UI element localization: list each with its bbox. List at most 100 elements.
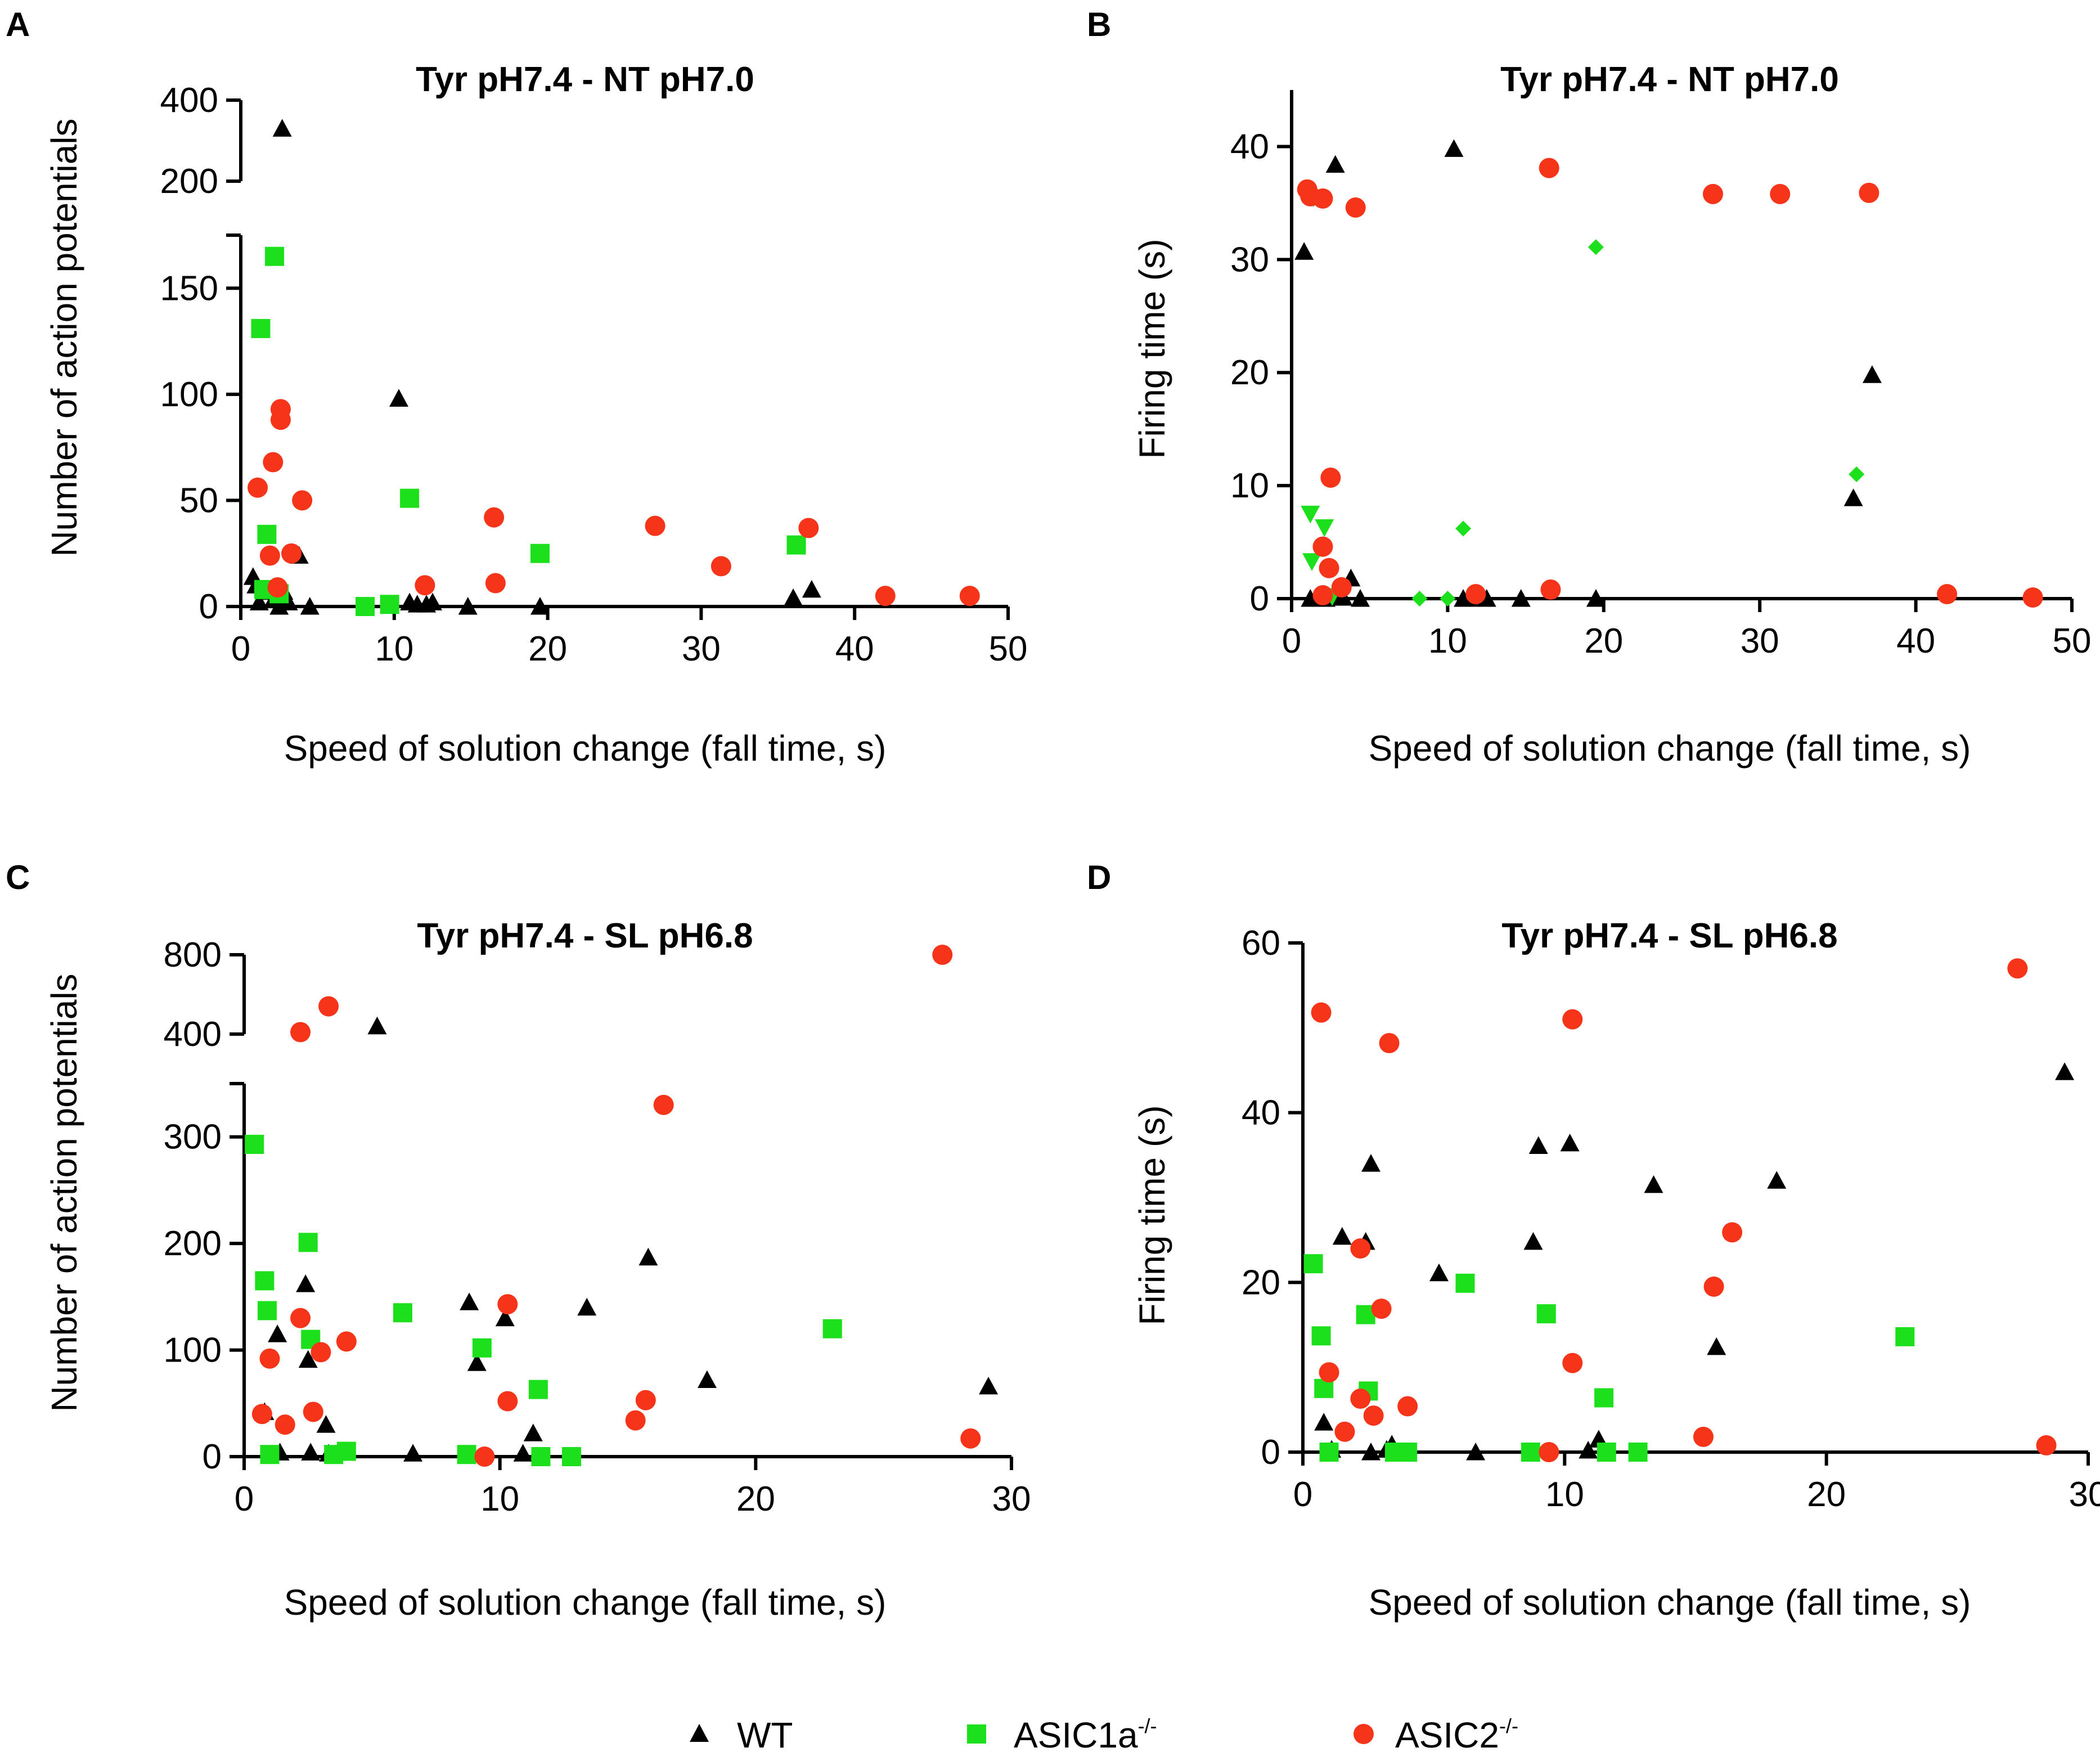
data-point-asic2 xyxy=(1345,197,1366,218)
legend-marker-asic2 xyxy=(1353,1724,1374,1744)
x-tick-label: 0 xyxy=(235,1480,254,1519)
panel-letter-a: A xyxy=(6,6,30,43)
legend-label-asic2: ASIC2-/- xyxy=(1395,1714,1518,1755)
data-point-wt xyxy=(1511,589,1531,607)
data-point-wt xyxy=(301,1443,321,1461)
data-point-wt xyxy=(513,1444,533,1462)
data-point-asic2 xyxy=(625,1410,646,1431)
data-point-asic1a xyxy=(786,535,806,555)
data-point-asic2 xyxy=(1722,1222,1743,1243)
x-tick-label: 10 xyxy=(480,1480,519,1519)
data-point-asic2 xyxy=(653,1094,674,1115)
data-point-wt xyxy=(1351,589,1370,607)
x-axis-label-d: Speed of solution change (fall time, s) xyxy=(1369,1582,1971,1623)
y-tick-label: 0 xyxy=(199,587,218,626)
data-point-asic1a xyxy=(1398,1443,1418,1462)
data-point-wt xyxy=(389,389,408,407)
data-point-asic1a xyxy=(822,1319,842,1338)
data-point-wt xyxy=(802,579,821,598)
data-point-asic2 xyxy=(960,1428,981,1449)
x-tick-label: 30 xyxy=(682,630,721,668)
data-point-asic1a xyxy=(1311,1326,1331,1346)
data-point-asic2 xyxy=(1319,558,1339,578)
data-point-asic2 xyxy=(259,1348,280,1369)
data-point-asic1a xyxy=(1303,1254,1323,1274)
data-point-asic2 xyxy=(275,1414,295,1435)
data-point-asic2 xyxy=(259,545,280,566)
data-point-asic2 xyxy=(263,452,284,473)
data-point-asic2 xyxy=(635,1390,656,1410)
data-point-asic2 xyxy=(1702,183,1723,204)
data-point-asic2 xyxy=(1350,1238,1371,1259)
data-point-asic1a xyxy=(298,1233,318,1252)
data-point-asic2 xyxy=(1334,1421,1355,1442)
data-point-asic2 xyxy=(798,518,819,538)
data-point-asic2 xyxy=(290,1022,311,1043)
panel-letter-b: B xyxy=(1087,6,1111,43)
y-tick-label: 10 xyxy=(1230,466,1269,505)
data-point-asic1a xyxy=(1455,1273,1475,1293)
panel-a: A Tyr pH7.4 - NT pH7.0 Number of action … xyxy=(6,6,1027,769)
y-tick-label: 0 xyxy=(1261,1433,1280,1472)
y-tick-label: 300 xyxy=(164,1118,222,1157)
data-point-asic1a xyxy=(355,597,375,616)
data-point-asic2 xyxy=(1770,183,1791,204)
data-point-asic2 xyxy=(251,1404,272,1425)
data-point-asic2 xyxy=(1539,1442,1559,1462)
data-point-asic1a xyxy=(561,1447,581,1466)
data-point-asic2 xyxy=(1540,579,1561,600)
data-point-asic2 xyxy=(645,515,665,536)
data-point-asic2 xyxy=(474,1446,495,1467)
data-point-asic1a xyxy=(1597,1443,1616,1462)
legend-item-asic2: ASIC2-/- xyxy=(1353,1714,1518,1755)
data-point-wt xyxy=(784,588,803,607)
data-point-asic1a xyxy=(1301,505,1320,524)
data-point-wt xyxy=(249,592,269,610)
legend-item-asic1a: ASIC1a-/- xyxy=(967,1714,1157,1755)
data-point-wt xyxy=(1560,1133,1580,1152)
data-point-wt xyxy=(530,597,550,615)
chart-title-c: Tyr pH7.4 - SL pH6.8 xyxy=(417,917,753,955)
x-tick-label: 30 xyxy=(1741,622,1779,661)
data-point-asic2 xyxy=(1312,536,1333,557)
data-point-asic1a xyxy=(400,488,420,508)
data-point-wt xyxy=(1586,589,1606,607)
data-points-a xyxy=(243,119,980,616)
data-point-asic2 xyxy=(1937,583,1958,604)
data-points-b xyxy=(1294,139,2043,608)
y-tick-label: 100 xyxy=(160,375,218,414)
data-point-wt xyxy=(367,1016,387,1035)
data-point-asic2 xyxy=(485,573,506,594)
x-tick-label: 30 xyxy=(2069,1475,2100,1514)
data-point-wt xyxy=(1361,1443,1380,1461)
data-point-asic1a xyxy=(1895,1327,1915,1346)
data-point-asic1a xyxy=(336,1441,356,1461)
data-point-asic2 xyxy=(1859,182,1879,203)
data-point-wt xyxy=(979,1376,999,1395)
data-point-asic2 xyxy=(1562,1009,1583,1030)
data-point-asic2 xyxy=(1693,1426,1714,1447)
data-point-asic1a xyxy=(1440,591,1456,607)
data-point-wt xyxy=(458,597,478,615)
y-axis-label-c: Number of action potentials xyxy=(44,973,84,1412)
data-point-asic2 xyxy=(1539,158,1559,178)
y-tick-label: 40 xyxy=(1242,1094,1280,1133)
y-tick-label: 200 xyxy=(164,1224,222,1263)
x-axis-label-b: Speed of solution change (fall time, s) xyxy=(1369,728,1971,769)
x-tick-label: 50 xyxy=(989,630,1028,668)
data-point-asic1a xyxy=(393,1303,412,1323)
data-point-wt xyxy=(1843,488,1863,506)
legend-marker-asic1a xyxy=(967,1724,986,1744)
data-point-wt xyxy=(1862,365,1882,383)
y-tick-label: 0 xyxy=(203,1437,222,1476)
legend: WT ASIC1a-/- ASIC2-/- xyxy=(690,1714,1518,1755)
data-point-wt xyxy=(1466,1443,1486,1461)
data-point-asic1a xyxy=(1411,591,1428,607)
x-tick-label: 40 xyxy=(1896,622,1935,661)
series-asic1a xyxy=(1303,1254,1915,1462)
data-point-wt xyxy=(316,1415,336,1433)
data-point-wt xyxy=(423,592,442,610)
data-point-asic1a xyxy=(528,1380,548,1399)
data-point-asic2 xyxy=(497,1294,518,1315)
